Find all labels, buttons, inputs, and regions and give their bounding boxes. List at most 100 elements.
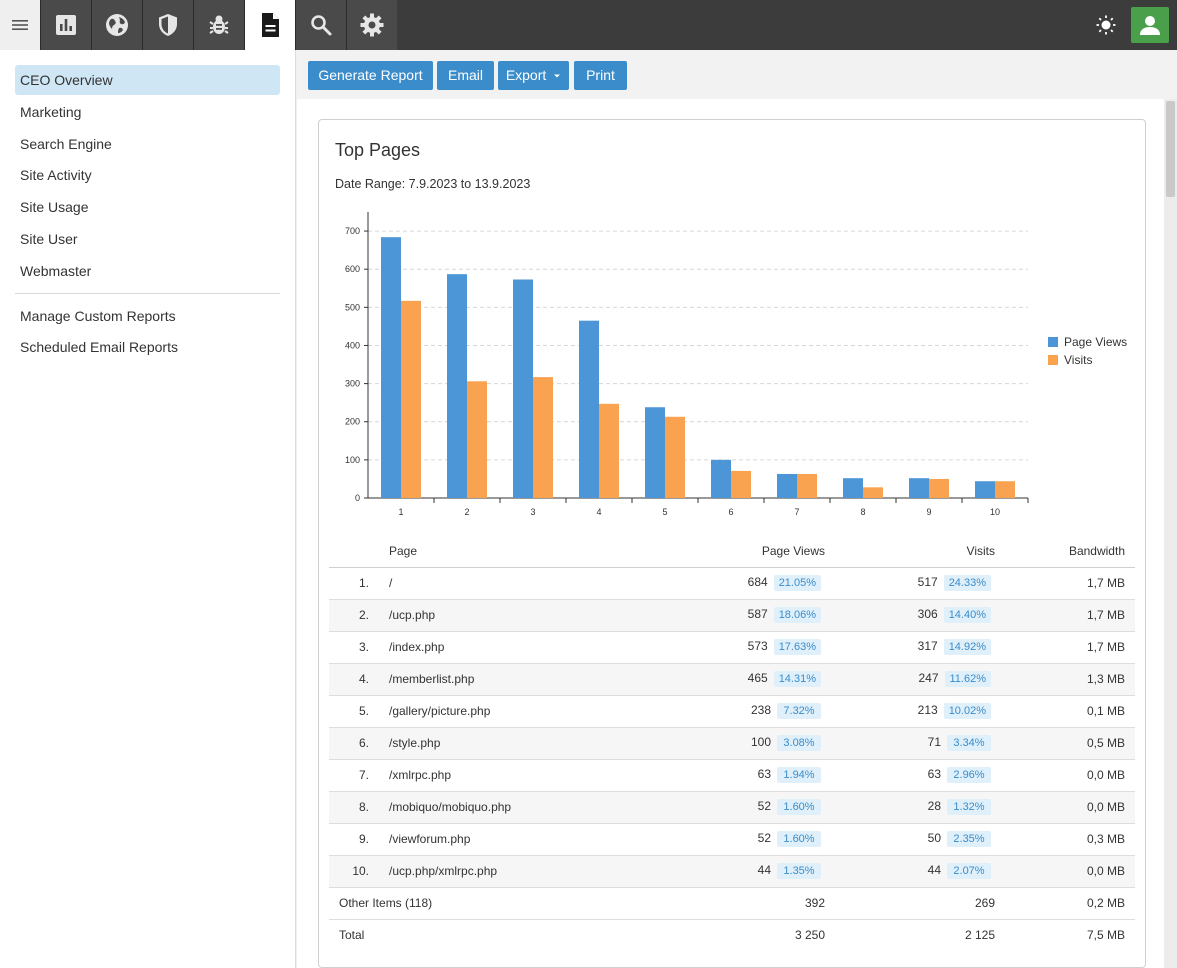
bar-page-views (777, 473, 797, 498)
top-navigation-bar (0, 0, 1177, 50)
bar-page-views (579, 320, 599, 498)
visits-header: Visits (825, 535, 995, 568)
page-views-percent-badge: 18.06% (773, 607, 821, 623)
bar-visits (863, 487, 883, 498)
theme-toggle-button[interactable] (1086, 0, 1126, 50)
x-tick-label: 3 (530, 507, 535, 517)
page-views-value: 573 (747, 639, 768, 653)
nav-settings-button[interactable] (346, 0, 397, 50)
page-views-value: 238 (750, 703, 771, 717)
row-visits: 247 11.62% (825, 663, 995, 696)
row-page-link[interactable]: /ucp.php (379, 599, 655, 632)
page-views-value: 684 (747, 575, 768, 589)
table-row: 7./xmlrpc.php 63 1.94% 63 2.96% 0,0 MB (329, 759, 1135, 792)
export-button[interactable]: Export (498, 61, 569, 90)
sidebar-item-site-usage[interactable]: Site Usage (20, 199, 89, 215)
bar-page-views (381, 237, 401, 498)
row-page-link[interactable]: /viewforum.php (379, 823, 655, 856)
email-button[interactable]: Email (437, 61, 494, 90)
page-views-percent-badge: 1.60% (777, 799, 821, 815)
page-views-value: 63 (757, 767, 771, 781)
export-button-label: Export (505, 67, 547, 83)
visits-value: 44 (927, 863, 941, 877)
sidebar-item-scheduled-email-reports[interactable]: Scheduled Email Reports (20, 339, 178, 355)
caret-down-icon (554, 74, 561, 78)
row-bandwidth: 1,7 MB (995, 567, 1135, 600)
row-page-link[interactable]: /xmlrpc.php (379, 759, 655, 792)
x-tick-label: 8 (860, 507, 865, 517)
sidebar-item-webmaster[interactable]: Webmaster (20, 263, 92, 279)
bar-visits (665, 416, 685, 498)
table-row: 2./ucp.php 587 18.06% 306 14.40% 1,7 MB (329, 599, 1135, 632)
legend-label: Visits (1064, 353, 1092, 367)
sidebar-item-marketing[interactable]: Marketing (20, 104, 82, 120)
row-rank: 2. (329, 599, 379, 632)
visits-value: 63 (927, 767, 941, 781)
other-items-row: Other Items (118) 392 269 0,2 MB (329, 887, 1135, 920)
table-row: 9./viewforum.php 52 1.60% 50 2.35% 0,3 MB (329, 823, 1135, 856)
row-bandwidth: 1,7 MB (995, 599, 1135, 632)
row-page-link[interactable]: /style.php (379, 727, 655, 760)
nav-security-button[interactable] (142, 0, 193, 50)
visits-percent-badge: 1.32% (947, 799, 991, 815)
bar-page-views (843, 478, 863, 498)
visits-percent-badge: 14.40% (943, 607, 991, 623)
total-bandwidth: 7,5 MB (1086, 928, 1125, 943)
y-tick-label: 100 (345, 455, 360, 465)
visits-percent-badge: 3.34% (947, 735, 991, 751)
vertical-scrollbar[interactable] (1164, 99, 1177, 968)
print-button[interactable]: Print (574, 61, 627, 90)
generate-report-button[interactable]: Generate Report (308, 61, 433, 90)
page-header: Page (379, 535, 655, 568)
other-items-visits: 269 (825, 887, 995, 920)
nav-reports-button[interactable] (244, 0, 295, 50)
legend-label: Page Views (1064, 335, 1127, 349)
user-account-button[interactable] (1131, 7, 1169, 43)
scrollbar-thumb[interactable] (1166, 101, 1175, 197)
other-items-views: 392 (655, 887, 825, 920)
bar-visits (731, 470, 751, 498)
bandwidth-header: Bandwidth (995, 535, 1135, 568)
row-page-link[interactable]: /index.php (379, 631, 655, 664)
visits-value: 517 (917, 575, 938, 589)
bar-visits (401, 300, 421, 498)
bar-page-views (513, 279, 533, 498)
table-row: 1./ 684 21.05% 517 24.33% 1,7 MB (329, 567, 1135, 600)
sidebar-item-ceo-overview[interactable]: CEO Overview (15, 65, 280, 95)
row-visits: 50 2.35% (825, 823, 995, 856)
sidebar-item-manage-custom-reports[interactable]: Manage Custom Reports (20, 308, 176, 324)
nav-geo-button[interactable] (91, 0, 142, 50)
x-tick-label: 10 (990, 507, 1000, 517)
y-tick-label: 0 (355, 493, 360, 503)
row-visits: 517 24.33% (825, 567, 995, 600)
row-visits: 28 1.32% (825, 791, 995, 824)
total-label: Total (339, 928, 365, 943)
sidebar-item-site-user[interactable]: Site User (20, 231, 78, 247)
row-page-link[interactable]: /gallery/picture.php (379, 695, 655, 728)
sidebar-item-search-engine[interactable]: Search Engine (20, 136, 112, 152)
visits-value: 71 (927, 735, 941, 749)
row-page-link[interactable]: /memberlist.php (379, 663, 655, 696)
sidebar: CEO Overview Marketing Search Engine Sit… (0, 50, 296, 968)
bug-icon (209, 15, 229, 34)
sidebar-item-site-activity[interactable]: Site Activity (20, 167, 92, 183)
page-views-percent-badge: 14.31% (773, 671, 821, 687)
sidebar-divider (15, 293, 280, 294)
y-tick-label: 600 (345, 264, 360, 274)
row-page-views: 465 14.31% (655, 663, 825, 696)
row-page-link[interactable]: /ucp.php/xmlrpc.php (379, 855, 655, 888)
row-page-views: 100 3.08% (655, 727, 825, 760)
bar-visits (599, 403, 619, 498)
sun-icon (1096, 15, 1116, 35)
row-page-views: 52 1.60% (655, 823, 825, 856)
row-page-link[interactable]: / (379, 567, 655, 600)
visits-value: 317 (917, 639, 938, 653)
nav-search-button[interactable] (295, 0, 346, 50)
row-page-views: 684 21.05% (655, 567, 825, 600)
row-page-link[interactable]: /mobiquo/mobiquo.php (379, 791, 655, 824)
nav-debug-button[interactable] (193, 0, 244, 50)
nav-statistics-button[interactable] (40, 0, 91, 50)
hamburger-menu-button[interactable] (0, 0, 40, 50)
visits-value: 50 (927, 831, 941, 845)
table-header-row: Page Page Views Visits Bandwidth (329, 535, 1135, 568)
